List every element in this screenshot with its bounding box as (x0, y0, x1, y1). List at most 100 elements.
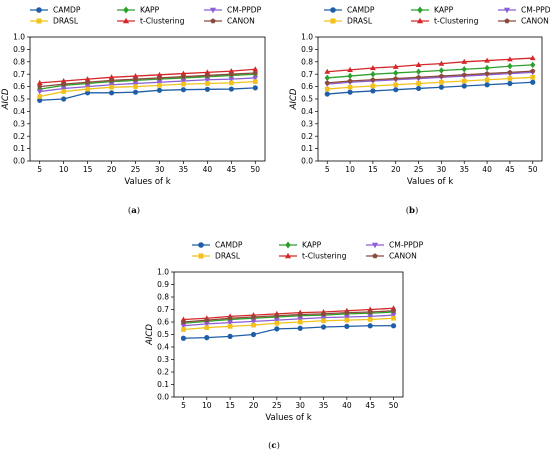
data-point (180, 335, 187, 341)
x-tick-label: 35 (459, 165, 469, 174)
x-tick-label: 30 (155, 165, 165, 174)
data-point (370, 83, 376, 89)
legend-label: CM-PPDP (521, 6, 550, 15)
panel-caption: (c) (268, 440, 280, 451)
data-point (204, 335, 210, 341)
data-point (367, 317, 373, 322)
series-DRASL (324, 74, 536, 92)
y-tick-label: 0.6 (301, 82, 313, 91)
data-point (461, 58, 468, 64)
y-tick-label: 1.0 (301, 33, 313, 42)
data-point (392, 63, 399, 69)
data-point (320, 324, 327, 330)
data-point (85, 86, 90, 92)
legend-item: t-Clustering (411, 17, 479, 26)
data-point (156, 71, 163, 77)
data-point (415, 68, 422, 75)
series-line (39, 68, 256, 84)
x-tick-label: 20 (107, 165, 117, 174)
legend-item: KAPP (279, 241, 322, 250)
data-point (297, 319, 303, 325)
data-point (390, 323, 397, 329)
data-point (320, 315, 327, 321)
data-point (484, 70, 490, 76)
data-point (391, 315, 396, 321)
data-point (347, 89, 353, 95)
y-tick-label: 0.5 (301, 95, 313, 104)
x-tick-label: 45 (227, 165, 237, 174)
y-tick-label: 0.8 (301, 57, 313, 66)
data-point (252, 79, 258, 84)
data-point (347, 66, 353, 72)
data-point (370, 77, 376, 82)
y-tick-label: 0.8 (13, 57, 25, 66)
data-point (297, 325, 303, 331)
data-point (273, 318, 280, 324)
series-line (327, 76, 533, 90)
legend-label: CM-PPDP (389, 241, 424, 250)
y-tick-label: 0.5 (157, 330, 169, 339)
data-point (61, 89, 66, 94)
y-tick-label: 0.2 (157, 368, 169, 377)
series-line (327, 81, 533, 95)
x-tick-label: 30 (295, 401, 305, 410)
series-line (39, 73, 256, 90)
x-tick-label: 30 (437, 165, 447, 174)
legend-marker (416, 17, 424, 24)
data-point (252, 75, 259, 81)
x-tick-label: 5 (325, 165, 330, 174)
series-line (39, 72, 256, 88)
legend-item: CANON (366, 252, 417, 261)
y-tick-label: 0.4 (301, 107, 313, 116)
series-line (39, 77, 256, 93)
series-line (39, 80, 256, 98)
data-point (109, 77, 115, 83)
data-point (347, 84, 353, 90)
data-point (180, 70, 187, 76)
data-point (252, 85, 258, 91)
data-point (367, 306, 374, 312)
x-tick-label: 50 (528, 165, 538, 174)
x-axis-label: Values of k (265, 413, 311, 423)
legend-item: DRASL (324, 17, 373, 26)
data-point (438, 60, 445, 66)
data-point (109, 84, 114, 90)
legend-marker (209, 7, 217, 14)
data-point (181, 81, 186, 87)
legend-marker (503, 7, 511, 14)
legend-item: CAMDP (324, 6, 375, 15)
legend-label: t-Clustering (140, 17, 185, 26)
data-point (157, 75, 162, 81)
series-DRASL (181, 315, 396, 332)
x-tick-label: 10 (59, 165, 69, 174)
data-point (324, 80, 330, 85)
legend-marker (504, 18, 510, 24)
data-point (393, 69, 399, 77)
plot-frame (317, 36, 543, 162)
data-point (252, 66, 259, 72)
y-tick-label: 0.9 (13, 45, 25, 54)
data-point (461, 78, 467, 84)
data-point (393, 87, 399, 93)
data-point (370, 70, 376, 78)
legend-marker (330, 18, 336, 24)
y-tick-label: 0.4 (157, 343, 169, 352)
series-DRASL (37, 79, 258, 99)
panel-caption: (b) (406, 205, 419, 216)
data-point (156, 80, 163, 86)
series-CM-PPDP (36, 75, 259, 95)
legend-marker (122, 17, 130, 24)
series-CAMDP (180, 323, 397, 341)
x-tick-label: 35 (319, 401, 329, 410)
x-tick-label: 40 (342, 401, 352, 410)
legend-label: t-Clustering (434, 17, 479, 26)
data-point (324, 74, 330, 82)
data-point (390, 313, 397, 319)
data-point (507, 80, 513, 87)
y-tick-label: 0.0 (301, 157, 313, 166)
series-CM-PPDP (180, 313, 397, 329)
data-point (530, 79, 536, 85)
data-point (204, 69, 211, 75)
y-axis-label: AICD (289, 88, 299, 110)
data-point (416, 81, 421, 86)
